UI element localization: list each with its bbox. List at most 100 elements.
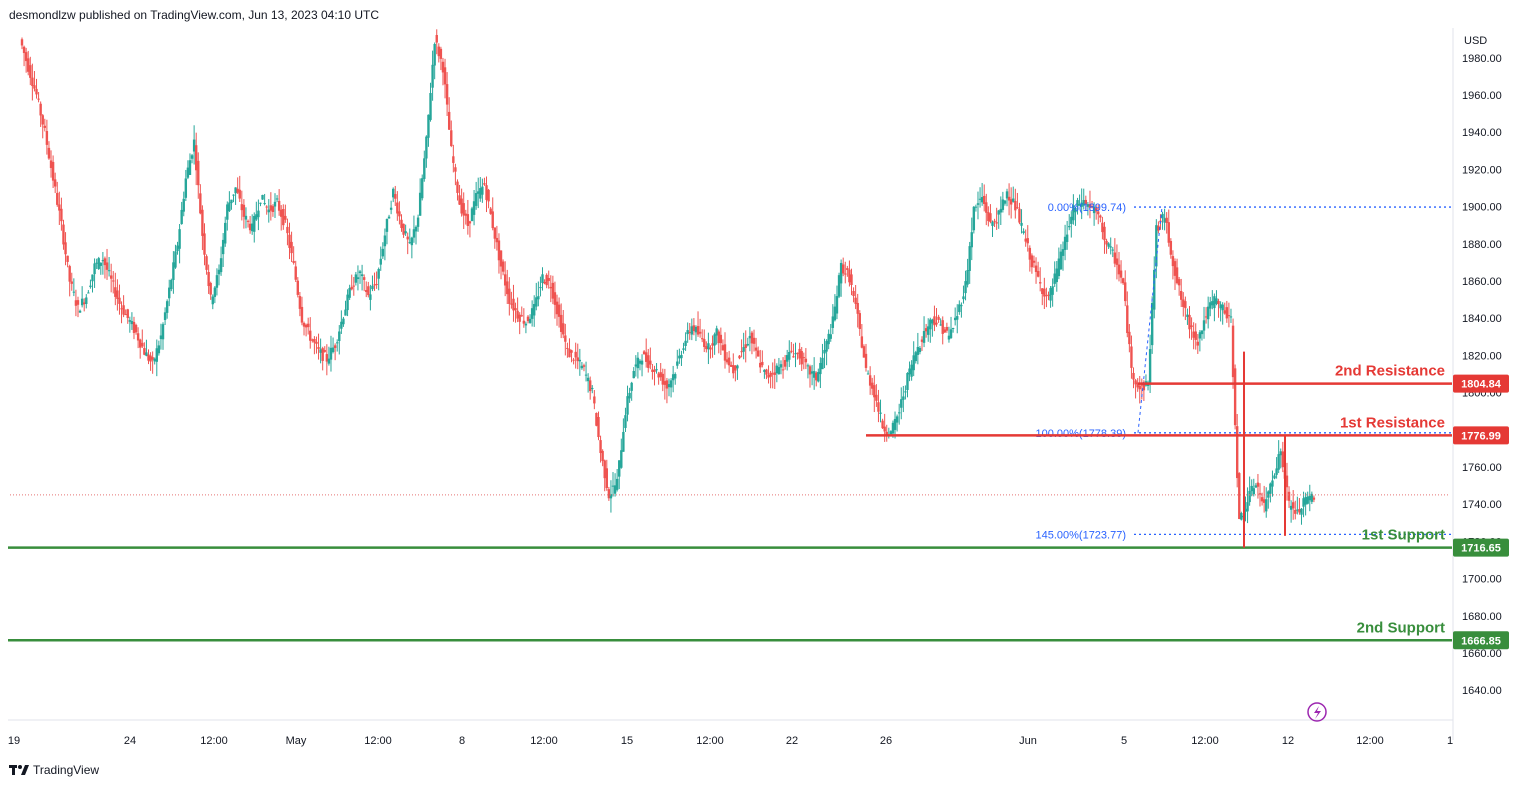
candle	[132, 316, 136, 340]
price-tick: 1840.00	[1462, 313, 1502, 325]
candle	[333, 343, 337, 361]
candle	[458, 184, 461, 205]
candle	[1146, 380, 1150, 391]
candle	[1227, 302, 1231, 328]
candle	[777, 357, 781, 375]
candle	[960, 302, 963, 318]
candle	[945, 322, 949, 333]
currency-label: USD	[1464, 35, 1487, 47]
candle	[783, 354, 787, 370]
candle	[178, 224, 181, 264]
candle	[462, 192, 465, 230]
fib-level-label: 145.00%(1723.77)	[1035, 529, 1126, 541]
candle	[555, 294, 559, 326]
candle	[346, 289, 349, 317]
candle	[618, 460, 621, 490]
candle	[468, 220, 472, 238]
candle	[284, 204, 287, 223]
candle	[192, 125, 196, 165]
candle	[997, 209, 1000, 229]
candle	[924, 323, 928, 338]
candle	[267, 199, 270, 223]
candle	[1084, 195, 1088, 211]
candle	[707, 332, 710, 365]
candle	[642, 350, 646, 355]
candle	[819, 357, 822, 389]
candle	[170, 278, 173, 292]
candle	[671, 365, 675, 393]
candle	[1184, 296, 1187, 321]
candle	[1080, 188, 1083, 220]
candle	[692, 318, 696, 336]
candle	[31, 63, 34, 101]
candle	[922, 316, 926, 348]
candle	[665, 377, 669, 404]
candle	[1246, 487, 1249, 524]
candle	[1267, 490, 1270, 509]
candle	[524, 321, 528, 334]
candle	[1204, 307, 1208, 324]
candle	[1221, 302, 1224, 325]
candle	[107, 257, 111, 277]
candle	[657, 371, 660, 385]
candle	[630, 381, 633, 401]
candle	[873, 375, 876, 413]
candle	[271, 204, 275, 217]
candle	[1269, 482, 1272, 503]
candle	[647, 348, 650, 373]
candle	[993, 218, 996, 227]
candle	[1279, 448, 1282, 469]
candle	[203, 223, 206, 266]
candle	[336, 339, 339, 352]
candle	[464, 209, 467, 225]
candle	[269, 192, 273, 221]
candle	[416, 214, 420, 232]
candle	[674, 372, 677, 385]
candle	[582, 363, 586, 372]
candle	[1298, 498, 1301, 515]
candle	[972, 205, 976, 234]
price-tick: 1660.00	[1462, 648, 1502, 660]
candle	[76, 296, 80, 318]
candle	[1308, 484, 1311, 512]
candle	[157, 340, 161, 356]
candle	[41, 114, 44, 139]
candle	[78, 309, 82, 313]
time-tick: May	[286, 735, 307, 747]
candle	[1256, 473, 1260, 499]
candle	[327, 346, 331, 366]
candle	[105, 248, 109, 280]
candle	[609, 480, 613, 513]
candle	[914, 350, 917, 364]
lightning-icon[interactable]	[1307, 702, 1327, 722]
candle	[379, 246, 382, 271]
candle	[539, 276, 542, 297]
candle	[902, 385, 905, 413]
candle	[95, 258, 98, 270]
candle	[435, 29, 438, 55]
candle	[1254, 483, 1258, 488]
candle	[835, 285, 839, 320]
candle	[603, 459, 606, 492]
candle	[578, 348, 582, 376]
candle	[698, 318, 702, 338]
candle	[682, 342, 685, 354]
candle	[197, 152, 200, 199]
candle	[694, 325, 698, 342]
candle	[1150, 296, 1154, 354]
candle	[1078, 194, 1081, 206]
candle	[120, 301, 123, 324]
candle	[89, 279, 92, 289]
candle	[499, 250, 503, 280]
candle	[306, 317, 310, 335]
candle	[599, 435, 602, 463]
candle	[240, 190, 244, 221]
candle	[1036, 261, 1040, 278]
candle	[705, 341, 708, 353]
candle	[329, 335, 333, 372]
candle	[1285, 462, 1289, 501]
price-tick: 1740.00	[1462, 499, 1502, 511]
candle	[711, 335, 714, 358]
candle	[172, 251, 175, 294]
